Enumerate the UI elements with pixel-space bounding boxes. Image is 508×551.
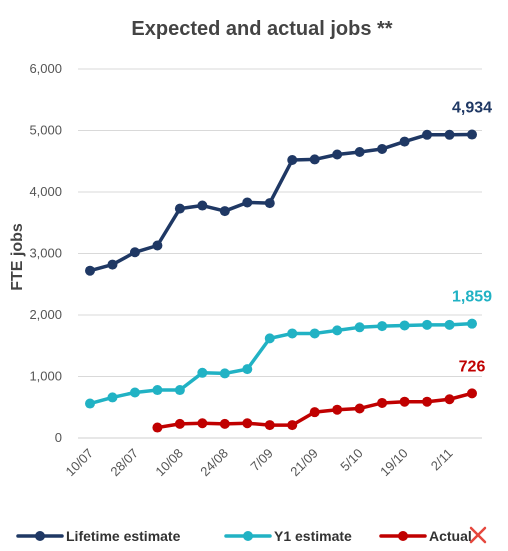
y-tick-label: 6,000	[29, 61, 62, 76]
series-actual	[152, 388, 477, 433]
data-point	[264, 333, 275, 344]
data-point	[309, 154, 320, 165]
data-point	[242, 197, 253, 208]
data-point	[309, 407, 320, 418]
data-point	[377, 143, 388, 154]
data-point	[197, 367, 208, 378]
data-point	[287, 328, 298, 339]
legend-label: Y1 estimate	[274, 528, 352, 544]
data-label: 1,859	[452, 289, 492, 306]
data-point	[309, 328, 320, 339]
data-point	[399, 136, 410, 147]
x-tick-label: 10/07	[63, 446, 97, 480]
data-point	[444, 129, 455, 140]
y-tick-label: 4,000	[29, 184, 62, 199]
legend-label: Lifetime estimate	[66, 528, 181, 544]
data-point	[107, 259, 118, 270]
data-point	[354, 322, 365, 333]
series-line	[88, 132, 474, 273]
data-point	[377, 321, 388, 332]
y-tick-label: 5,000	[29, 123, 62, 138]
data-point	[264, 198, 275, 209]
series-line	[88, 321, 474, 406]
y-tick-label: 0	[55, 430, 62, 445]
series-lifetime-estimate	[85, 129, 477, 276]
data-point	[152, 385, 163, 396]
data-point	[467, 388, 477, 399]
legend-marker	[35, 531, 45, 541]
data-point	[332, 404, 343, 415]
legend-marker	[243, 531, 253, 541]
series-y1-estimate	[85, 318, 477, 409]
corner-mark-icon	[469, 526, 487, 544]
data-point	[354, 403, 365, 414]
data-point	[85, 265, 95, 276]
legend-item: Actual	[379, 528, 472, 544]
y-tick-label: 2,000	[29, 307, 62, 322]
legend-marker	[398, 531, 408, 541]
chart-title: Expected and actual jobs **	[131, 18, 392, 40]
data-point	[152, 422, 163, 433]
data-point	[129, 247, 140, 258]
legend-item: Y1 estimate	[224, 528, 352, 544]
data-point	[422, 129, 433, 140]
legend-item: Lifetime estimate	[16, 528, 181, 544]
y-axis-label: FTE jobs	[9, 223, 26, 291]
data-point	[107, 392, 118, 403]
x-tick-label: 10/08	[152, 446, 186, 480]
data-point	[399, 320, 410, 331]
legend: Lifetime estimate Y1 estimate Actual	[16, 528, 472, 544]
data-point	[219, 206, 230, 217]
data-point	[444, 394, 455, 405]
data-point	[85, 398, 95, 409]
data-point	[197, 200, 208, 211]
data-point	[197, 418, 208, 429]
y-axis-ticks: 0 1,000 2,000 3,000 4,000 5,000 6,000	[29, 61, 62, 445]
series-layer	[85, 129, 477, 433]
data-point	[242, 364, 253, 375]
x-tick-label: 28/07	[107, 446, 141, 480]
data-point	[354, 147, 365, 158]
data-point	[444, 319, 455, 330]
data-label: 726	[459, 358, 486, 375]
data-point	[332, 325, 343, 336]
data-point	[174, 385, 185, 396]
data-point	[242, 418, 253, 429]
legend-label: Actual	[429, 528, 472, 544]
data-point	[332, 149, 343, 160]
grid-layer	[78, 68, 482, 439]
data-point	[219, 368, 230, 379]
data-point	[467, 318, 477, 329]
x-tick-label: 7/09	[247, 446, 276, 475]
y-tick-label: 1,000	[29, 369, 62, 384]
data-point	[377, 397, 388, 408]
data-point	[287, 155, 298, 166]
x-tick-label: 21/09	[287, 446, 321, 480]
x-axis-ticks: 10/07 28/07 10/08 24/08 7/09 21/09 5/10 19/10 2/…	[63, 446, 456, 480]
data-point	[422, 319, 433, 330]
data-point	[174, 203, 185, 214]
data-point	[264, 420, 275, 431]
data-label: 4,934	[452, 100, 492, 117]
data-point	[422, 396, 433, 407]
data-point	[129, 387, 140, 398]
x-tick-label: 5/10	[337, 446, 366, 475]
y-tick-label: 3,000	[29, 246, 62, 261]
data-point	[219, 418, 230, 429]
data-point	[287, 420, 298, 431]
data-point	[467, 129, 477, 140]
data-point	[174, 418, 185, 429]
data-point	[152, 240, 163, 251]
x-tick-label: 19/10	[377, 446, 411, 480]
end-labels: 4,934 1,859 726	[452, 100, 492, 376]
data-point	[399, 396, 410, 407]
x-tick-label: 24/08	[197, 446, 231, 480]
x-tick-label: 2/11	[428, 446, 456, 474]
